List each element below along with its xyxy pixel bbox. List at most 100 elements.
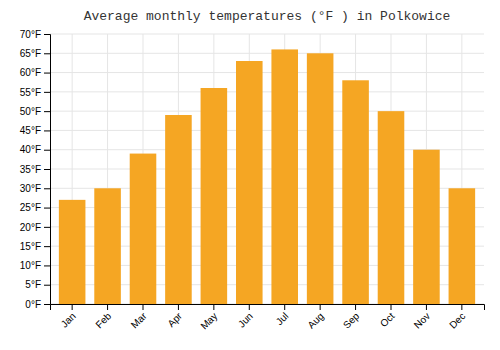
grid-line-y — [50, 53, 484, 54]
axis-line — [51, 305, 485, 311]
bar — [236, 61, 263, 304]
chart-container: 0°F 5°F 10°F 15°F 20°F 25°F 30°F 35°F 40°F 45°F 50… — [0, 0, 500, 350]
bars — [59, 49, 475, 304]
grid-line-y — [50, 130, 484, 131]
tick-label: 0°F — [25, 299, 41, 310]
tick-mark — [44, 285, 50, 286]
tick-label: 35°F — [20, 164, 41, 175]
tick: 45°F — [20, 125, 50, 136]
tick: 70°F — [20, 29, 50, 40]
tick: Dec — [447, 304, 467, 331]
grid-line-y — [50, 111, 484, 112]
bar — [413, 150, 440, 304]
tick: Mar — [129, 304, 149, 330]
tick: Oct — [378, 304, 397, 329]
tick-mark — [44, 130, 50, 131]
tick: Jan — [59, 304, 78, 330]
tick-label: Apr — [165, 310, 184, 329]
tick-mark — [44, 246, 50, 247]
y-axis: 0°F 5°F 10°F 15°F 20°F 25°F 30°F 35°F 40°F 45°F 50… — [20, 29, 51, 310]
tick-mark — [320, 304, 321, 310]
tick: 40°F — [20, 144, 50, 155]
tick: 50°F — [20, 106, 50, 117]
tick-label: 10°F — [20, 260, 41, 271]
tick-mark — [143, 304, 144, 310]
tick-mark — [461, 304, 462, 310]
tick: Feb — [93, 304, 113, 330]
tick-label: Sep — [341, 310, 362, 331]
tick-label: 25°F — [20, 202, 41, 213]
tick-label: Jan — [59, 310, 78, 329]
bar — [201, 88, 228, 304]
tick-mark — [44, 53, 50, 54]
chart-svg: 0°F 5°F 10°F 15°F 20°F 25°F 30°F 35°F 40°F 45°F 50… — [0, 0, 500, 350]
tick: 10°F — [20, 260, 50, 271]
tick: Nov — [412, 304, 432, 331]
tick-label: 20°F — [20, 222, 41, 233]
tick: 35°F — [20, 164, 50, 175]
tick-mark — [249, 304, 250, 310]
tick-label: Feb — [93, 310, 113, 330]
tick: 15°F — [20, 241, 50, 252]
bar — [378, 111, 405, 304]
tick: 20°F — [20, 222, 50, 233]
title: Average monthly temperatures (°F ) in Po… — [84, 9, 451, 24]
tick-label: Nov — [412, 310, 432, 330]
tick-mark — [44, 73, 50, 74]
tick: Aug — [305, 304, 325, 331]
tick-mark — [44, 92, 50, 93]
tick-label: Dec — [447, 310, 467, 330]
tick: 0°F — [25, 299, 50, 310]
tick-mark — [44, 208, 50, 209]
tick-label: 15°F — [20, 241, 41, 252]
bar — [59, 200, 86, 304]
tick: 60°F — [20, 67, 50, 78]
tick-label: 45°F — [20, 125, 41, 136]
tick-label: Jun — [236, 310, 255, 329]
tick: Jul — [274, 304, 291, 327]
tick-mark — [284, 304, 285, 310]
bar — [165, 115, 192, 304]
tick-mark — [44, 169, 50, 170]
tick-mark — [44, 304, 50, 305]
tick: Apr — [165, 304, 184, 329]
axis-line — [44, 35, 51, 305]
tick-mark — [72, 304, 73, 310]
tick-label: Aug — [305, 310, 325, 330]
tick: 5°F — [25, 279, 50, 290]
tick: May — [198, 304, 219, 332]
tick-mark — [44, 34, 50, 35]
bar — [307, 53, 334, 304]
tick: 55°F — [20, 87, 50, 98]
grid-line-y — [50, 91, 484, 92]
tick-label: 65°F — [20, 48, 41, 59]
tick-label: 50°F — [20, 106, 41, 117]
tick-mark — [355, 304, 356, 310]
tick-mark — [44, 150, 50, 151]
tick-mark — [44, 111, 50, 112]
x-axis: Jan Feb Mar Apr May Jun Jul Aug Sep Oct Nov Dec — [51, 304, 485, 332]
tick-label: 30°F — [20, 183, 41, 194]
tick-label: 70°F — [20, 29, 41, 40]
tick-label: 55°F — [20, 87, 41, 98]
tick-mark — [44, 265, 50, 266]
tick-label: May — [198, 310, 219, 331]
tick: Sep — [341, 304, 362, 331]
tick-mark — [44, 188, 50, 189]
tick-label: 60°F — [20, 67, 41, 78]
tick-mark — [391, 304, 392, 310]
tick-mark — [213, 304, 214, 310]
grid-line-y — [50, 72, 484, 73]
tick: Jun — [236, 304, 255, 330]
tick-label: 5°F — [25, 279, 41, 290]
tick: 25°F — [20, 202, 50, 213]
tick-mark — [44, 227, 50, 228]
tick-mark — [107, 304, 108, 310]
tick: 65°F — [20, 48, 50, 59]
bar — [271, 49, 298, 304]
grid-line-y — [50, 34, 484, 35]
bar — [94, 188, 121, 304]
tick-label: 40°F — [20, 144, 41, 155]
bar — [130, 154, 157, 304]
tick-label: Mar — [129, 310, 149, 330]
